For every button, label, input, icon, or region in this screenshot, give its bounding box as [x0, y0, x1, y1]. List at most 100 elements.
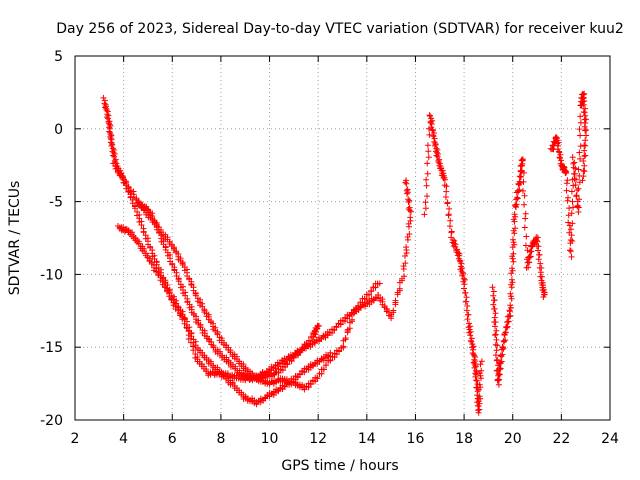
data-point — [583, 116, 589, 123]
data-point — [290, 355, 297, 361]
data-point — [490, 292, 497, 299]
data-point — [423, 176, 430, 183]
data-point — [101, 100, 108, 107]
data-point — [510, 236, 516, 243]
data-point — [581, 153, 588, 160]
data-point — [476, 381, 483, 388]
data-point — [492, 319, 499, 326]
data-point — [492, 323, 498, 330]
x-axis-label: GPS time / hours — [281, 458, 398, 474]
data-point — [569, 154, 576, 161]
data-point — [188, 339, 194, 346]
data-point — [424, 160, 431, 167]
data-point — [518, 162, 525, 169]
x-tick-label: 16 — [407, 431, 425, 447]
data-point — [556, 154, 563, 161]
data-point — [571, 159, 578, 166]
data-point — [507, 290, 514, 297]
data-point — [331, 327, 338, 334]
data-point — [467, 337, 474, 344]
data-point — [425, 154, 432, 161]
data-point — [581, 90, 588, 97]
data-point — [577, 155, 583, 162]
data-point — [570, 204, 577, 211]
data-point — [475, 407, 482, 414]
data-point — [580, 109, 587, 115]
grid — [75, 56, 610, 420]
x-tick-label: 12 — [309, 431, 327, 447]
x-tick-label: 6 — [168, 431, 177, 447]
data-point — [509, 265, 515, 272]
y-tick-label: -10 — [40, 267, 63, 283]
data-point — [138, 222, 145, 228]
data-point — [442, 176, 448, 183]
data-point — [522, 242, 529, 249]
data-point — [478, 367, 485, 374]
x-tick-label: 14 — [358, 431, 376, 447]
data-point — [403, 244, 410, 251]
data-point — [140, 228, 147, 235]
data-point — [447, 217, 454, 224]
data-point — [498, 358, 505, 365]
data-point — [516, 173, 523, 180]
data-point — [582, 142, 589, 149]
data-point — [336, 348, 343, 355]
data-point — [463, 307, 470, 314]
data-point — [473, 377, 480, 384]
data-point — [497, 365, 503, 372]
data-point — [580, 167, 587, 174]
data-point — [575, 185, 582, 192]
data-point — [568, 253, 575, 260]
data-point — [473, 369, 480, 375]
data-point — [520, 169, 527, 176]
x-tick-label: 18 — [455, 431, 473, 447]
data-point — [477, 361, 484, 368]
data-point — [132, 205, 138, 212]
data-point — [307, 381, 314, 388]
data-point — [575, 166, 582, 173]
data-point — [476, 406, 483, 413]
data-point — [583, 132, 590, 139]
data-point — [424, 142, 431, 149]
data-point — [569, 238, 576, 244]
data-point — [514, 194, 521, 201]
data-point — [423, 182, 430, 189]
data-point — [284, 361, 291, 368]
data-point — [431, 138, 438, 145]
data-point — [340, 343, 347, 350]
data-point — [568, 210, 575, 217]
data-point — [566, 205, 573, 212]
y-tick-label: 0 — [54, 122, 63, 138]
data-point — [579, 177, 586, 184]
plot-frame — [74, 55, 611, 421]
data-point — [429, 126, 436, 133]
data-point — [303, 341, 310, 348]
data-point — [583, 127, 590, 133]
data-point — [499, 343, 506, 350]
data-point — [502, 329, 509, 336]
data-point — [430, 132, 437, 139]
data-point — [580, 94, 587, 101]
data-point — [171, 266, 178, 273]
data-point — [507, 302, 514, 309]
data-point — [516, 186, 523, 193]
x-tick-label: 20 — [504, 431, 522, 447]
data-point — [562, 170, 569, 177]
data-point — [472, 362, 479, 369]
data-point — [443, 183, 450, 190]
data-point — [502, 337, 509, 344]
data-point — [573, 193, 580, 200]
data-point — [424, 170, 431, 177]
data-point — [406, 231, 413, 237]
data-point — [580, 173, 587, 180]
data-point — [564, 197, 571, 204]
data-point — [184, 298, 191, 305]
y-tick-label: -20 — [40, 413, 63, 429]
data-point — [569, 220, 576, 227]
y-tick-label: 5 — [54, 49, 63, 65]
data-point — [107, 123, 114, 129]
data-point — [188, 281, 195, 287]
data-point — [574, 202, 581, 209]
data-point — [508, 276, 515, 283]
